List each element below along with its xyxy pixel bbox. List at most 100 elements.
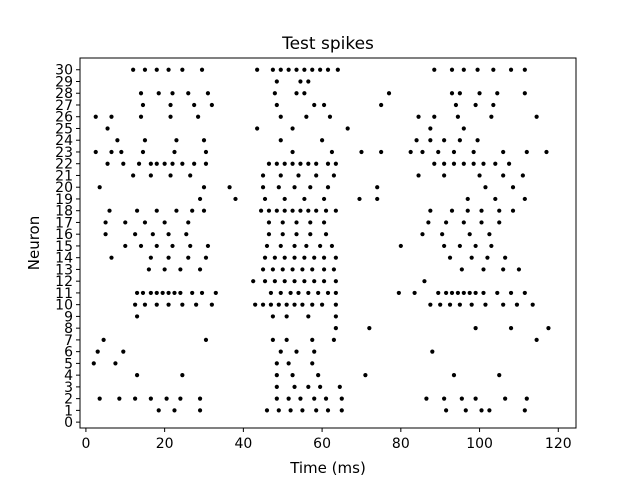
spike-point — [449, 208, 455, 213]
spike-point — [134, 290, 140, 296]
spike-point — [278, 173, 283, 178]
spike-point — [290, 267, 295, 272]
spike-point — [461, 290, 466, 296]
spike-point — [209, 302, 214, 307]
spike-point — [290, 373, 295, 378]
spike-point — [308, 185, 313, 190]
spike-point — [461, 126, 466, 131]
spike-point — [522, 290, 527, 296]
spike-point — [296, 290, 301, 296]
spike-point — [459, 267, 464, 272]
spike-point — [288, 290, 293, 296]
spike-point — [298, 79, 303, 84]
spike-point — [174, 208, 179, 213]
spike-point — [475, 138, 480, 143]
spike-point — [316, 373, 321, 378]
spike-point — [282, 208, 287, 213]
spike-point — [142, 302, 148, 307]
spike-point — [473, 326, 478, 331]
spike-point — [457, 91, 462, 96]
spike-point — [103, 220, 108, 225]
spike-point — [471, 161, 476, 166]
spike-point — [93, 114, 98, 119]
spike-point — [262, 279, 268, 284]
spike-point — [290, 161, 295, 166]
spike-point — [449, 67, 455, 72]
spike-point — [379, 149, 384, 155]
spike-point — [544, 149, 549, 155]
y-tick-label: 0 — [64, 415, 73, 431]
spike-point — [292, 185, 297, 190]
x-axis-label: Time (ms) — [289, 459, 366, 477]
spike-point — [298, 161, 303, 166]
spike-point — [331, 337, 337, 343]
spike-point — [286, 67, 291, 72]
spike-point — [186, 91, 191, 96]
spike-point — [451, 149, 457, 155]
spike-point — [258, 208, 264, 213]
spike-point — [487, 232, 492, 237]
spike-point — [310, 361, 315, 366]
spike-point — [443, 290, 449, 296]
spike-point — [270, 67, 275, 72]
spike-point — [262, 255, 268, 260]
spike-point — [375, 196, 380, 202]
spike-point — [134, 208, 140, 213]
spike-point — [278, 290, 283, 296]
spike-point — [461, 67, 466, 72]
spike-point — [422, 279, 427, 284]
spike-point — [168, 173, 173, 178]
spike-point — [154, 161, 159, 166]
spike-point — [166, 290, 171, 296]
spike-point — [501, 302, 506, 307]
spike-point — [398, 243, 403, 249]
spike-point — [93, 149, 98, 155]
y-tick-label: 20 — [55, 180, 73, 196]
spike-point — [203, 255, 209, 260]
spike-point — [133, 232, 138, 237]
spike-point — [455, 290, 461, 296]
spike-point — [107, 208, 112, 213]
spike-point — [282, 279, 287, 284]
spike-point — [166, 255, 171, 260]
spike-point — [180, 67, 185, 72]
spike-point — [133, 396, 138, 401]
spike-point — [280, 232, 285, 237]
spike-point — [123, 220, 128, 225]
spike-point — [442, 243, 447, 249]
spike-point — [443, 408, 449, 413]
spike-point — [314, 408, 319, 413]
spike-point — [286, 361, 291, 366]
spike-point — [195, 114, 201, 119]
spike-point — [302, 279, 307, 284]
y-tick-label: 16 — [55, 227, 73, 243]
x-tick-label: 20 — [156, 436, 174, 452]
spike-point — [274, 396, 279, 401]
spike-point — [420, 232, 425, 237]
spike-point — [121, 161, 126, 166]
spike-point — [522, 67, 527, 72]
spike-point — [310, 267, 315, 272]
y-tick-label: 9 — [64, 309, 73, 325]
spike-point — [477, 91, 482, 96]
y-tick-label: 6 — [64, 345, 73, 361]
spike-point — [473, 396, 478, 401]
spike-point — [469, 302, 474, 307]
x-tick-label: 80 — [392, 436, 410, 452]
spike-point — [491, 102, 496, 108]
spike-point — [510, 208, 516, 213]
spike-point — [255, 126, 260, 131]
spike-point — [272, 91, 277, 96]
spike-point — [260, 185, 266, 190]
spike-point — [375, 185, 380, 190]
spike-point — [302, 91, 307, 96]
spike-point — [306, 314, 311, 319]
y-tick-label: 14 — [55, 251, 73, 267]
spike-point — [501, 267, 506, 272]
spike-point — [154, 302, 159, 307]
spike-point — [233, 196, 238, 202]
spike-point — [203, 337, 209, 343]
spike-point — [294, 91, 299, 96]
y-tick-label: 11 — [55, 286, 73, 302]
